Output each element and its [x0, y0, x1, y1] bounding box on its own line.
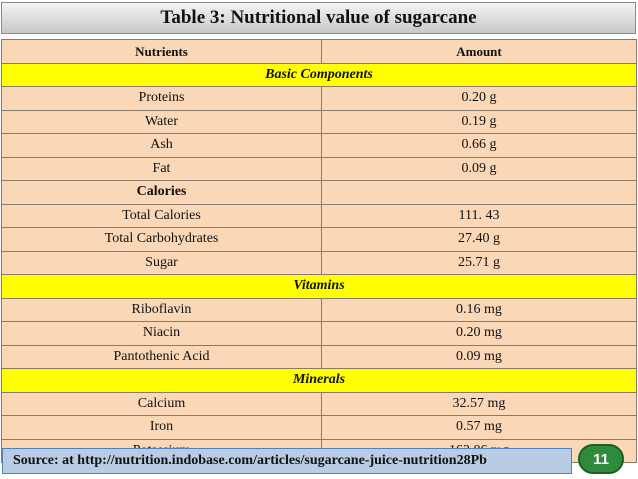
nutrient-amount: 25.71 g [321, 250, 637, 275]
nutrient-name: Calcium [1, 391, 322, 416]
table-row: Riboflavin 0.16 mg [1, 297, 637, 322]
nutrient-name: Total Calories [1, 203, 322, 228]
nutrient-name: Niacin [1, 321, 322, 346]
nutrient-amount [321, 180, 637, 205]
section-title: Minerals [1, 368, 637, 393]
nutrient-amount: 0.20 g [321, 86, 637, 111]
nutrient-name: Ash [1, 133, 322, 158]
nutrient-name: Proteins [1, 86, 322, 111]
nutrient-name: Pantothenic Acid [1, 344, 322, 369]
table-row: Total Calories 111. 43 [1, 203, 637, 228]
table-row: Calories [1, 180, 637, 205]
nutrient-amount: 0.57 mg [321, 415, 637, 440]
table-row: Total Carbohydrates 27.40 g [1, 227, 637, 252]
table-header-row: Nutrients Amount [1, 39, 637, 64]
nutrient-amount: 0.09 g [321, 156, 637, 181]
nutrient-name: Fat [1, 156, 322, 181]
table-row: Iron 0.57 mg [1, 415, 637, 440]
source-citation: Source: at http://nutrition.indobase.com… [2, 448, 572, 474]
nutrient-name: Sugar [1, 250, 322, 275]
nutrient-amount: 0.16 mg [321, 297, 637, 322]
nutrition-table: Nutrients Amount Basic Components Protei… [1, 39, 637, 463]
nutrient-amount: 32.57 mg [321, 391, 637, 416]
nutrient-amount: 0.66 g [321, 133, 637, 158]
section-row-minerals: Minerals [1, 368, 637, 393]
nutrient-amount: 27.40 g [321, 227, 637, 252]
table-row: Proteins 0.20 g [1, 86, 637, 111]
section-row-vitamins: Vitamins [1, 274, 637, 299]
nutrient-name-calories: Calories [1, 180, 322, 205]
nutrient-amount: 0.19 g [321, 109, 637, 134]
nutrient-amount: 111. 43 [321, 203, 637, 228]
nutrient-amount: 0.20 mg [321, 321, 637, 346]
table-row: Pantothenic Acid 0.09 mg [1, 344, 637, 369]
slide-title: Table 3: Nutritional value of sugarcane [1, 2, 636, 34]
section-title: Basic Components [1, 62, 637, 87]
nutrient-amount: 0.09 mg [321, 344, 637, 369]
table-row: Calcium 32.57 mg [1, 391, 637, 416]
section-title: Vitamins [1, 274, 637, 299]
nutrient-name: Total Carbohydrates [1, 227, 322, 252]
nutrient-name: Water [1, 109, 322, 134]
table-row: Ash 0.66 g [1, 133, 637, 158]
section-row-basic-components: Basic Components [1, 62, 637, 87]
nutrient-name: Riboflavin [1, 297, 322, 322]
header-amount: Amount [321, 39, 637, 64]
table-row: Sugar 25.71 g [1, 250, 637, 275]
page-number-badge: 11 [578, 444, 624, 474]
header-nutrients: Nutrients [1, 39, 322, 64]
table-row: Niacin 0.20 mg [1, 321, 637, 346]
nutrient-name: Iron [1, 415, 322, 440]
table-row: Fat 0.09 g [1, 156, 637, 181]
table-row: Water 0.19 g [1, 109, 637, 134]
